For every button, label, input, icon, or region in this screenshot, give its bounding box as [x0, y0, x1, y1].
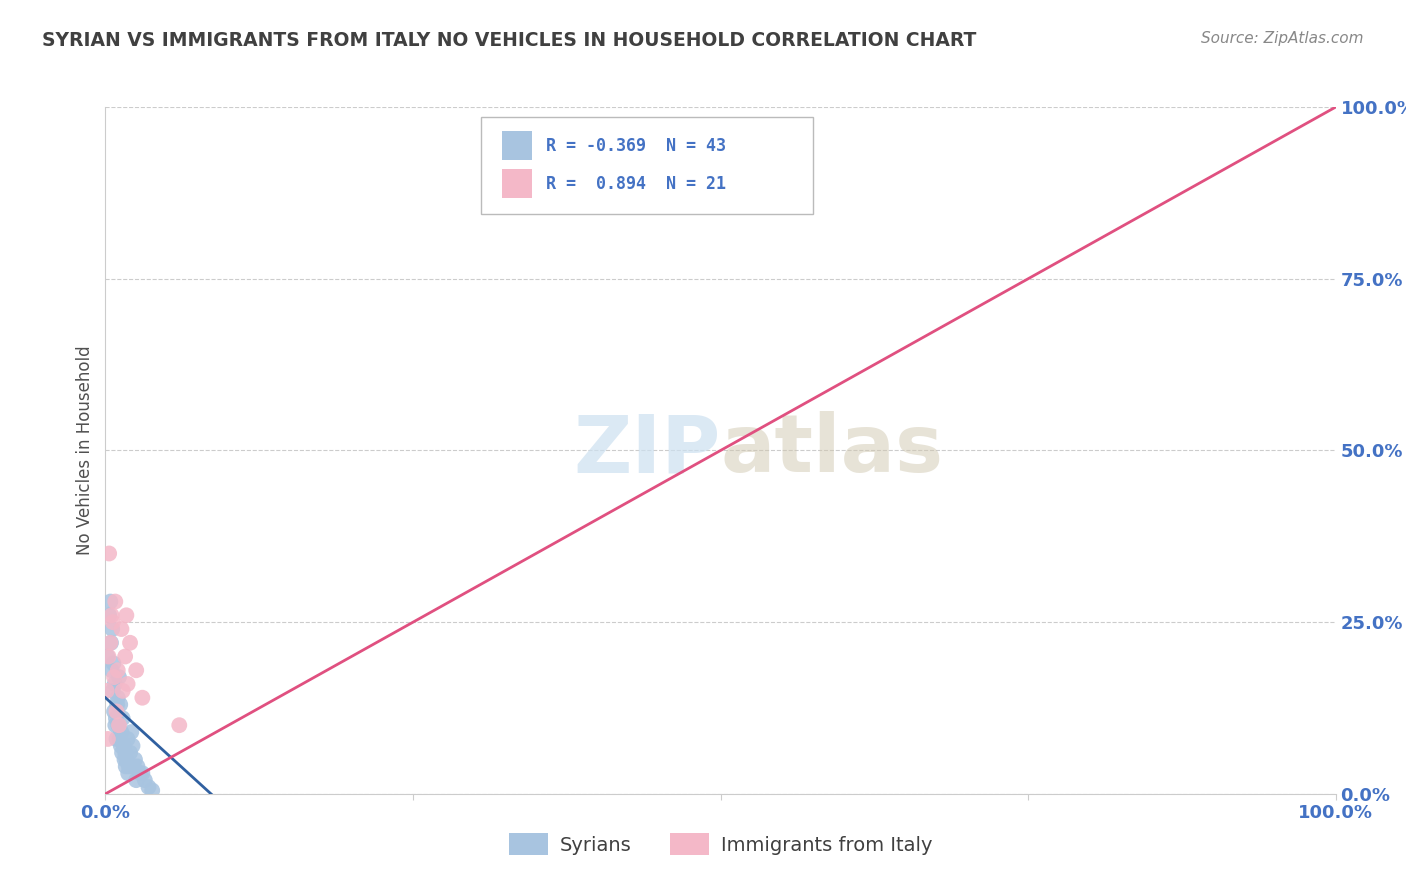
Point	[101, 683, 124, 698]
Point	[107, 718, 129, 732]
Point	[138, 780, 160, 794]
Text: R = -0.369  N = 43: R = -0.369 N = 43	[546, 136, 725, 154]
Point	[110, 739, 132, 753]
Point	[98, 636, 122, 650]
Point	[110, 698, 132, 712]
Point	[98, 608, 121, 623]
Point	[100, 663, 122, 677]
Point	[125, 773, 148, 788]
Point	[111, 746, 134, 760]
Point	[131, 690, 153, 705]
Point	[103, 657, 125, 671]
Point	[103, 670, 125, 684]
FancyBboxPatch shape	[502, 131, 533, 160]
FancyBboxPatch shape	[481, 118, 813, 213]
Text: R =  0.894  N = 21: R = 0.894 N = 21	[546, 175, 725, 193]
Point	[104, 677, 127, 691]
Legend: Syrians, Immigrants from Italy: Syrians, Immigrants from Italy	[501, 825, 941, 863]
Point	[127, 759, 149, 773]
Point	[118, 759, 141, 773]
Point	[134, 773, 156, 788]
Text: ZIP: ZIP	[574, 411, 721, 490]
Text: atlas: atlas	[721, 411, 943, 490]
Point	[96, 683, 118, 698]
Point	[121, 739, 143, 753]
Point	[114, 753, 136, 767]
Y-axis label: No Vehicles in Household: No Vehicles in Household	[76, 345, 94, 556]
Point	[105, 731, 128, 746]
Point	[104, 718, 127, 732]
Point	[97, 649, 120, 664]
Point	[98, 546, 121, 561]
Point	[98, 594, 122, 608]
Point	[110, 725, 132, 739]
Point	[110, 622, 132, 636]
Point	[169, 718, 191, 732]
Point	[100, 608, 122, 623]
Point	[122, 759, 145, 773]
Point	[105, 698, 128, 712]
Point	[104, 594, 127, 608]
Point	[117, 766, 139, 780]
Point	[114, 759, 136, 773]
Point	[129, 766, 152, 780]
Point	[111, 683, 134, 698]
Text: Source: ZipAtlas.com: Source: ZipAtlas.com	[1201, 31, 1364, 46]
Point	[115, 753, 138, 767]
Point	[108, 670, 131, 684]
Point	[105, 705, 128, 719]
Point	[107, 690, 129, 705]
Text: SYRIAN VS IMMIGRANTS FROM ITALY NO VEHICLES IN HOUSEHOLD CORRELATION CHART: SYRIAN VS IMMIGRANTS FROM ITALY NO VEHIC…	[42, 31, 977, 50]
Point	[101, 622, 124, 636]
Point	[124, 753, 146, 767]
Point	[108, 718, 131, 732]
Point	[100, 636, 122, 650]
Point	[96, 649, 118, 664]
Point	[101, 615, 124, 630]
Point	[117, 677, 139, 691]
Point	[141, 783, 163, 797]
Point	[103, 705, 125, 719]
Point	[114, 746, 136, 760]
FancyBboxPatch shape	[502, 169, 533, 198]
Point	[120, 746, 141, 760]
Point	[111, 711, 134, 725]
Point	[108, 731, 131, 746]
Point	[120, 636, 141, 650]
Point	[114, 649, 136, 664]
Point	[120, 725, 142, 739]
Point	[117, 731, 139, 746]
Point	[107, 663, 129, 677]
Point	[112, 739, 135, 753]
Point	[131, 766, 153, 780]
Point	[97, 731, 120, 746]
Point	[125, 663, 148, 677]
Point	[104, 711, 127, 725]
Point	[115, 608, 138, 623]
